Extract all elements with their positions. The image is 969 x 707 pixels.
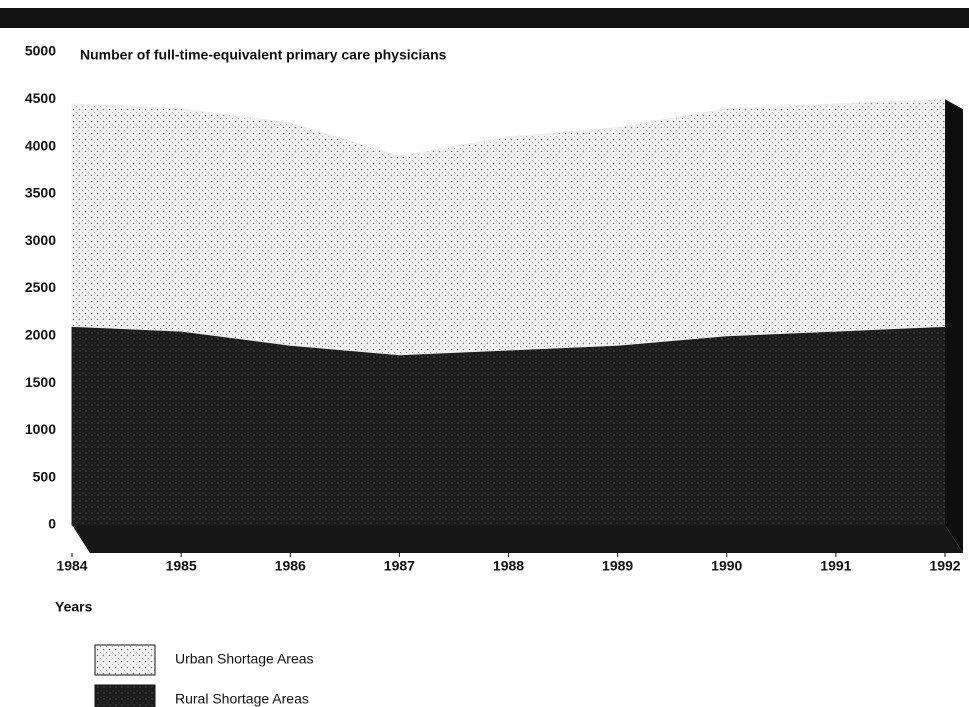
area <box>71 325 946 526</box>
chart-title: Number of full-time-equivalent primary c… <box>80 47 447 63</box>
legend-label: Rural Shortage Areas <box>175 691 309 707</box>
x-tick-label: 1989 <box>602 558 633 574</box>
legend-swatch <box>94 684 156 707</box>
y-tick-label: 3000 <box>25 232 56 248</box>
y-tick-label: 4000 <box>25 137 56 153</box>
legend-swatch <box>94 644 156 676</box>
side-edge <box>945 99 963 554</box>
area <box>71 98 946 356</box>
x-tick-label: 1992 <box>929 558 960 574</box>
x-tick-label: 1990 <box>711 558 742 574</box>
y-tick-label: 2500 <box>25 279 56 295</box>
x-tick-label: 1985 <box>166 558 197 574</box>
y-tick-label: 0 <box>48 516 56 532</box>
x-tick-label: 1987 <box>384 558 415 574</box>
legend-label: Urban Shortage Areas <box>175 651 314 667</box>
x-tick-label: 1986 <box>275 558 306 574</box>
x-axis-label: Years <box>55 599 93 615</box>
y-tick-label: 500 <box>33 468 57 484</box>
x-tick-label: 1991 <box>820 558 851 574</box>
y-tick-label: 1500 <box>25 374 56 390</box>
x-tick-label: 1984 <box>56 558 87 574</box>
top-band <box>0 8 969 28</box>
y-tick-label: 3500 <box>25 185 56 201</box>
base-slab <box>72 525 963 553</box>
y-tick-label: 2000 <box>25 327 56 343</box>
y-tick-label: 1000 <box>25 421 56 437</box>
y-tick-label: 5000 <box>25 43 56 59</box>
y-tick-label: 4500 <box>25 90 56 106</box>
x-tick-label: 1988 <box>493 558 524 574</box>
